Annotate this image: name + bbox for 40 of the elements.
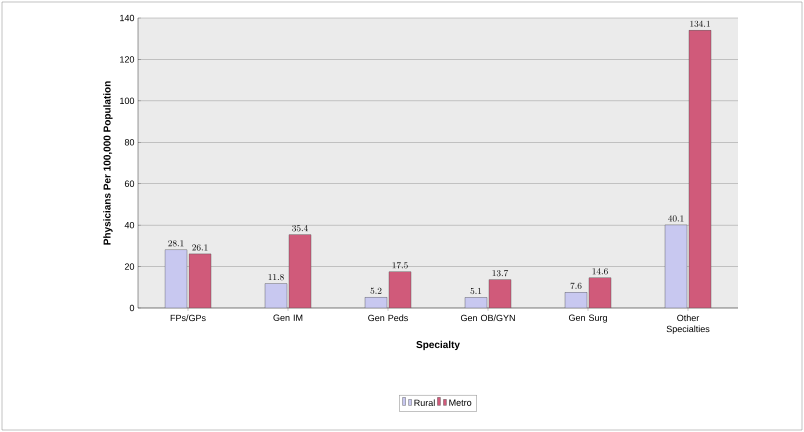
x-tick-label: FPs/GPs <box>170 314 206 322</box>
bar <box>488 279 512 308</box>
data-label: 5.2 <box>370 288 382 294</box>
y-tick-label: 20 <box>124 263 134 270</box>
legend-label: Rural <box>414 399 435 406</box>
data-label: 14.6 <box>592 268 608 274</box>
bar <box>164 250 188 308</box>
bar <box>188 254 212 308</box>
x-tick-label: Gen Surg <box>568 314 607 323</box>
x-tick-label: Gen IM <box>273 314 302 321</box>
data-label: 5. 1 <box>470 288 482 294</box>
bar <box>564 292 588 308</box>
data-label: 40. 1 <box>668 215 684 222</box>
data-label: 17.5 <box>392 262 408 268</box>
y-tick-label: 120 <box>120 56 134 63</box>
bar <box>688 30 712 308</box>
y-tick-label: 80 <box>124 139 134 146</box>
data-label: 7.6 <box>570 282 582 289</box>
y-tick-label: 60 <box>124 180 134 187</box>
bar <box>388 272 412 308</box>
x-tick-label: Gen OB/GYN <box>460 314 515 322</box>
y-tick-label: 100 <box>120 98 134 104</box>
bar <box>664 224 688 308</box>
data-label: 28. 1 <box>168 240 184 246</box>
x-tick-label: Gen Peds <box>368 314 408 322</box>
legend-label: Metro <box>449 400 472 406</box>
y-tick-label: 40 <box>124 222 134 228</box>
data-label: 134. 1 <box>690 20 710 27</box>
x-axis-title: Specialty <box>416 340 460 350</box>
bar <box>588 278 612 308</box>
data-label: 26. 1 <box>192 244 208 251</box>
data-label: 35.4 <box>292 225 308 232</box>
x-tick-label: Other Specialties <box>666 314 710 334</box>
data-label: 13.7 <box>492 270 508 276</box>
bar <box>288 234 312 308</box>
y-axis-title: Physicians Per 100,000 Population <box>103 81 113 245</box>
data-label: 11 .8 <box>268 274 284 280</box>
y-tick-label: 0 <box>130 304 134 312</box>
y-tick-label: 140 <box>120 14 134 22</box>
bar <box>264 283 288 308</box>
